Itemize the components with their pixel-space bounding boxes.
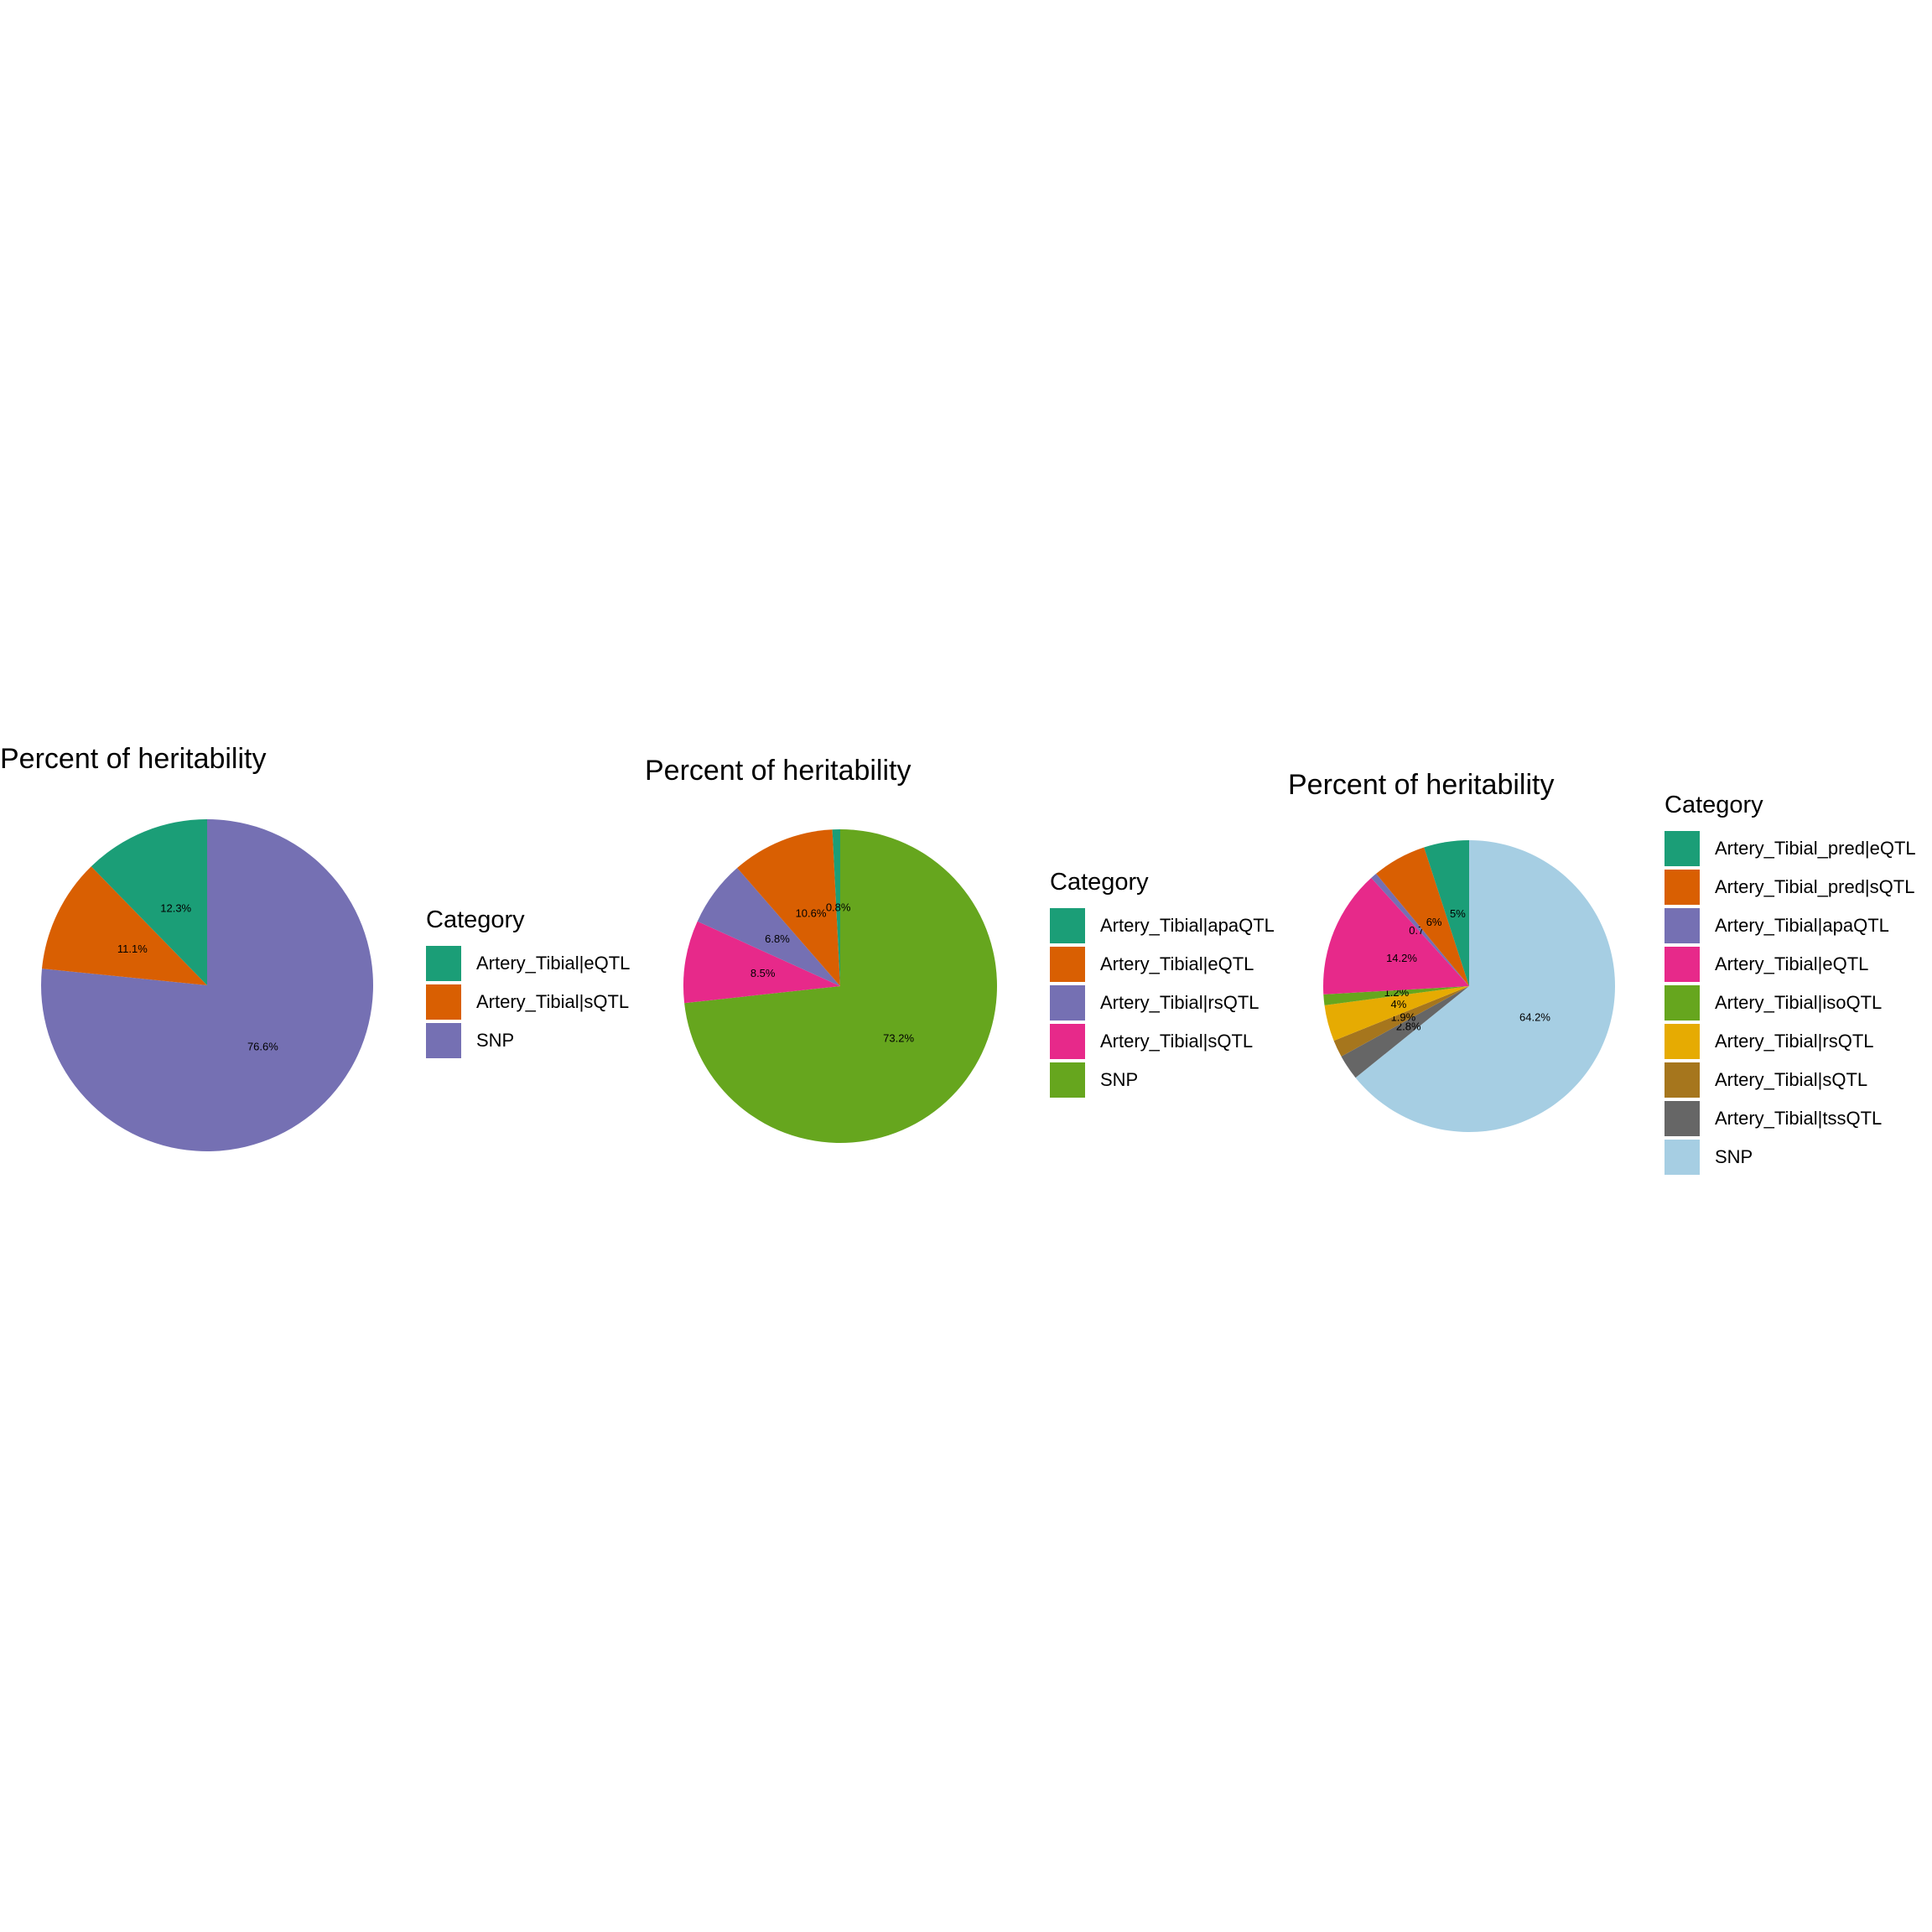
pie-slice-artery-tibial-sqtl bbox=[1333, 986, 1469, 1057]
legend-label: Artery_Tibial|rsQTL bbox=[1100, 992, 1259, 1013]
legend-swatch bbox=[1665, 1101, 1700, 1136]
slice-label-artery-tibial-sqtl: 8.5% bbox=[750, 967, 776, 979]
legend-label: Artery_Tibial|eQTL bbox=[1715, 953, 1869, 974]
chart-title: Percent of heritability bbox=[645, 755, 911, 787]
legend-item: SNP bbox=[1050, 1061, 1275, 1099]
legend: Category Artery_Tibial|apaQTL Artery_Tibi… bbox=[1050, 869, 1275, 1099]
pie-slice-artery-tibial-tssqtl bbox=[1341, 986, 1469, 1078]
legend-swatch bbox=[1665, 831, 1700, 866]
legend-swatch bbox=[1665, 1024, 1700, 1059]
pie-slice-snp bbox=[684, 829, 998, 1144]
legend-swatch bbox=[1050, 908, 1085, 943]
legend-swatch bbox=[1665, 908, 1700, 943]
legend-label: Artery_Tibial|rsQTL bbox=[1715, 1031, 1874, 1052]
legend-item: Artery_Tibial|eQTL bbox=[1665, 945, 1916, 984]
legend-swatch bbox=[1050, 1024, 1085, 1059]
legend-label: Artery_Tibial|tssQTL bbox=[1715, 1108, 1883, 1129]
legend-swatch bbox=[1665, 985, 1700, 1021]
legend-item: Artery_Tibial|isoQTL bbox=[1665, 984, 1916, 1022]
legend-label: SNP bbox=[1715, 1146, 1753, 1167]
legend-item: Artery_Tibial|tssQTL bbox=[1665, 1099, 1916, 1138]
legend-label: SNP bbox=[1100, 1069, 1139, 1090]
slice-label-snp: 64.2% bbox=[1519, 1011, 1550, 1024]
pie-slice-artery-tibial-rsqtl bbox=[697, 868, 840, 986]
slice-label-artery-tibial-eqtl: 10.6% bbox=[796, 906, 827, 919]
legend-swatch bbox=[1665, 947, 1700, 982]
legend-item: Artery_Tibial|rsQTL bbox=[1050, 984, 1275, 1022]
legend-swatch bbox=[426, 1023, 461, 1058]
slice-label-snp: 73.2% bbox=[883, 1031, 914, 1044]
legend-label: Artery_Tibial_pred|sQTL bbox=[1715, 876, 1915, 897]
legend-item: Artery_Tibial|sQTL bbox=[426, 983, 630, 1021]
legend-swatch bbox=[1050, 1062, 1085, 1098]
slice-label-artery-tibial-rsqtl: 4% bbox=[1390, 998, 1406, 1010]
slice-label-artery-tibial-sqtl: 11.1% bbox=[117, 943, 148, 955]
slice-label-artery-tibial-eqtl: 14.2% bbox=[1386, 952, 1417, 964]
slice-label-artery-tibial-pred-eqtl: 5% bbox=[1450, 907, 1466, 920]
legend-item: SNP bbox=[426, 1021, 630, 1060]
pie-slice-artery-tibial-apaqtl bbox=[1371, 873, 1469, 986]
legend-swatch bbox=[1665, 1140, 1700, 1175]
legend-item: Artery_Tibial_pred|sQTL bbox=[1665, 868, 1916, 906]
legend-label: Artery_Tibial|eQTL bbox=[476, 953, 631, 974]
legend: Category Artery_Tibial|eQTL Artery_Tibial… bbox=[426, 906, 630, 1060]
legend-swatch bbox=[1050, 947, 1085, 982]
legend-swatch bbox=[1050, 985, 1085, 1021]
legend-item: Artery_Tibial|sQTL bbox=[1050, 1022, 1275, 1061]
slice-label-snp: 76.6% bbox=[247, 1040, 278, 1052]
slice-label-artery-tibial-eqtl: 12.3% bbox=[160, 901, 191, 914]
pie-slice-artery-tibial-eqtl bbox=[91, 819, 207, 985]
legend-label: Artery_Tibial|eQTL bbox=[1100, 953, 1254, 974]
pie-slice-artery-tibial-pred-sqtl bbox=[1376, 847, 1469, 986]
legend-label: Artery_Tibial|sQTL bbox=[1715, 1069, 1868, 1090]
slice-label-artery-tibial-tssqtl: 2.8% bbox=[1396, 1020, 1421, 1032]
pie-slice-artery-tibial-eqtl bbox=[1322, 877, 1469, 995]
legend-label: SNP bbox=[476, 1030, 515, 1051]
slice-label-artery-tibial-pred-sqtl: 6% bbox=[1426, 916, 1442, 928]
legend-title: Category bbox=[1665, 792, 1763, 818]
chart-title: Percent of heritability bbox=[1288, 769, 1555, 801]
legend-swatch bbox=[426, 946, 461, 981]
legend-swatch bbox=[1665, 870, 1700, 905]
legend-label: Artery_Tibial_pred|eQTL bbox=[1715, 838, 1916, 859]
pie-slice-artery-tibial-sqtl bbox=[41, 866, 208, 985]
chart-title: Percent of heritability bbox=[0, 743, 267, 775]
pie-slice-artery-tibial-apaqtl bbox=[832, 829, 840, 986]
legend-label: Artery_Tibial|isoQTL bbox=[1715, 992, 1883, 1013]
legend-label: Artery_Tibial|apaQTL bbox=[1100, 915, 1275, 936]
legend-item: Artery_Tibial_pred|eQTL bbox=[1665, 829, 1916, 868]
pie-slice-artery-tibial-sqtl bbox=[683, 921, 840, 1004]
pie-slice-artery-tibial-isoqtl bbox=[1323, 986, 1469, 1005]
legend-swatch bbox=[1665, 1062, 1700, 1098]
pie-slice-snp bbox=[1355, 840, 1616, 1132]
pie-slice-artery-tibial-rsqtl bbox=[1324, 986, 1469, 1041]
legend-swatch bbox=[426, 984, 461, 1020]
legend-item: Artery_Tibial|apaQTL bbox=[1050, 906, 1275, 945]
legend-label: Artery_Tibial|sQTL bbox=[1100, 1031, 1254, 1052]
legend: Category Artery_Tibial_pred|eQTL Artery_T… bbox=[1665, 792, 1916, 1176]
slice-label-artery-tibial-rsqtl: 6.8% bbox=[765, 932, 790, 945]
legend-label: Artery_Tibial|sQTL bbox=[476, 991, 630, 1012]
legend-item: Artery_Tibial|apaQTL bbox=[1665, 906, 1916, 945]
legend-title: Category bbox=[426, 906, 525, 933]
legend-item: Artery_Tibial|eQTL bbox=[426, 944, 630, 983]
slice-label-artery-tibial-apaqtl: 0.8% bbox=[826, 901, 851, 914]
legend-item: Artery_Tibial|rsQTL bbox=[1665, 1022, 1916, 1061]
pie-slice-artery-tibial-pred-eqtl bbox=[1424, 840, 1469, 986]
legend-label: Artery_Tibial|apaQTL bbox=[1715, 915, 1889, 936]
legend-item: SNP bbox=[1665, 1138, 1916, 1176]
legend-item: Artery_Tibial|sQTL bbox=[1665, 1061, 1916, 1099]
legend-item: Artery_Tibial|eQTL bbox=[1050, 945, 1275, 984]
pie-slice-artery-tibial-eqtl bbox=[737, 829, 840, 986]
legend-title: Category bbox=[1050, 869, 1149, 896]
